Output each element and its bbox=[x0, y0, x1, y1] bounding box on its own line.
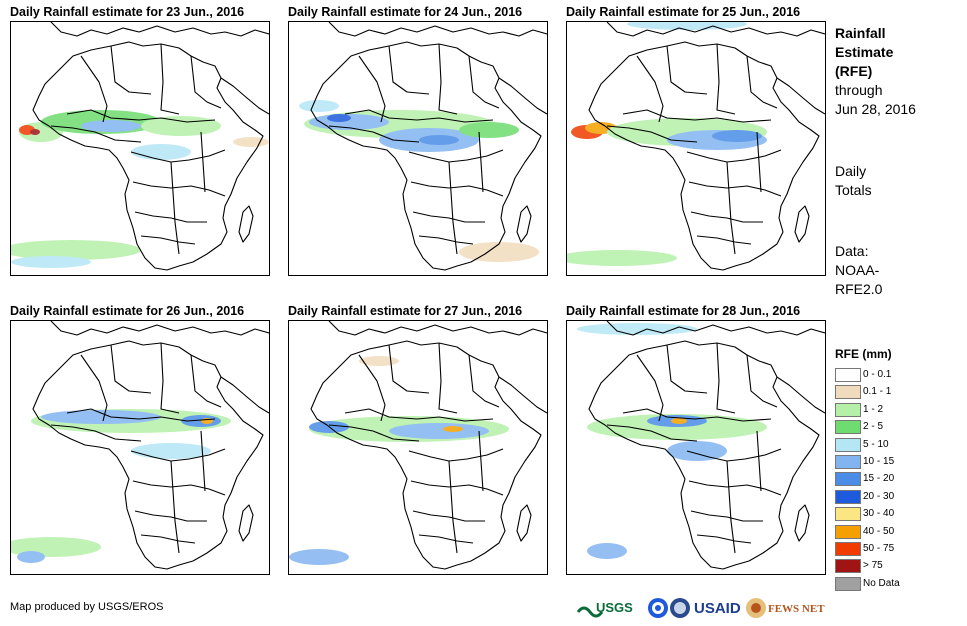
daily-label: Daily bbox=[835, 163, 867, 179]
legend-swatch bbox=[835, 402, 861, 417]
legend-label: 30 - 40 bbox=[863, 508, 895, 520]
noaa-logo bbox=[648, 598, 668, 618]
panel-title: Daily Rainfall estimate for 28 Jun., 201… bbox=[566, 304, 801, 318]
title-line-2: Estimate bbox=[835, 44, 894, 60]
usaid-logo-text: USAID bbox=[694, 600, 741, 617]
rainfall-map bbox=[10, 21, 270, 276]
data-source-2: RFE2.0 bbox=[835, 281, 883, 297]
legend-label: 15 - 20 bbox=[863, 473, 895, 485]
fews-net-logo: FEWS NET bbox=[746, 598, 825, 618]
data-source-block: Data: NOAA- RFE2.0 bbox=[835, 242, 882, 299]
legend-swatch bbox=[835, 559, 861, 574]
title-block: Rainfall Estimate (RFE) through Jun 28, … bbox=[835, 24, 916, 119]
fews-net-logo-text: FEWS NET bbox=[768, 603, 825, 615]
legend-swatch bbox=[835, 576, 861, 591]
legend-swatch bbox=[835, 524, 861, 539]
legend-label: No Data bbox=[863, 577, 900, 589]
legend-label: 20 - 30 bbox=[863, 490, 895, 502]
legend-label: 1 - 2 bbox=[863, 403, 884, 415]
legend-swatch bbox=[835, 385, 861, 400]
legend-swatch bbox=[835, 489, 861, 504]
legend-swatch bbox=[835, 454, 861, 469]
legend-swatch bbox=[835, 541, 861, 556]
period-block: Daily Totals bbox=[835, 162, 872, 200]
totals-label: Totals bbox=[835, 182, 872, 198]
legend-label: 50 - 75 bbox=[863, 542, 895, 554]
usgs-logo-text: USGS bbox=[596, 600, 633, 615]
through-date: Jun 28, 2016 bbox=[835, 101, 916, 117]
panel-title: Daily Rainfall estimate for 26 Jun., 201… bbox=[10, 304, 245, 318]
rainfall-panel-jun-27: Daily Rainfall estimate for 27 Jun., 201… bbox=[288, 303, 548, 575]
rainfall-map bbox=[288, 320, 548, 575]
panel-title: Daily Rainfall estimate for 24 Jun., 201… bbox=[288, 5, 523, 19]
panel-title: Daily Rainfall estimate for 27 Jun., 201… bbox=[288, 304, 523, 318]
data-label: Data: bbox=[835, 243, 869, 259]
rainfall-map bbox=[10, 320, 270, 575]
rainfall-panel-jun-28: Daily Rainfall estimate for 28 Jun., 201… bbox=[566, 303, 826, 575]
legend-label: 0 - 0.1 bbox=[863, 369, 892, 380]
rainfall-panel-jun-23: Daily Rainfall estimate for 23 Jun., 201… bbox=[10, 4, 270, 276]
rainfall-panel-jun-26: Daily Rainfall estimate for 26 Jun., 201… bbox=[10, 303, 270, 575]
legend-title: RFE (mm) bbox=[835, 347, 892, 361]
legend-label: > 75 bbox=[863, 560, 883, 572]
usgs-logo: USGS bbox=[576, 600, 633, 618]
legend-label: 40 - 50 bbox=[863, 525, 895, 537]
usaid-logo: USAID bbox=[694, 600, 741, 617]
data-source-1: NOAA- bbox=[835, 262, 880, 278]
legend-swatch bbox=[835, 472, 861, 487]
legend-label: 2 - 5 bbox=[863, 421, 884, 433]
legend-swatch bbox=[835, 420, 861, 435]
legend-label: 5 - 10 bbox=[863, 438, 889, 450]
panel-title: Daily Rainfall estimate for 23 Jun., 201… bbox=[10, 5, 245, 19]
rainfall-panel-jun-24: Daily Rainfall estimate for 24 Jun., 201… bbox=[288, 4, 548, 276]
legend-label: 10 - 15 bbox=[863, 455, 895, 467]
title-line-3: (RFE) bbox=[835, 63, 873, 79]
legend-swatch bbox=[835, 437, 861, 452]
rainfall-map bbox=[566, 21, 826, 276]
partner-logos: USGS USAID FEWS NET bbox=[576, 598, 825, 618]
rainfall-panel-jun-25: Daily Rainfall estimate for 25 Jun., 201… bbox=[566, 4, 826, 276]
credit-text: Map produced by USGS/EROS bbox=[10, 601, 164, 613]
through-label: through bbox=[835, 82, 883, 98]
legend-swatch bbox=[835, 368, 861, 382]
panel-title: Daily Rainfall estimate for 25 Jun., 201… bbox=[566, 5, 801, 19]
title-line-1: Rainfall bbox=[835, 25, 886, 41]
rainfall-map bbox=[566, 320, 826, 575]
legend-swatch bbox=[835, 507, 861, 522]
dhs-seal bbox=[670, 598, 690, 618]
legend-label: 0.1 - 1 bbox=[863, 386, 892, 398]
rainfall-map bbox=[288, 21, 548, 276]
